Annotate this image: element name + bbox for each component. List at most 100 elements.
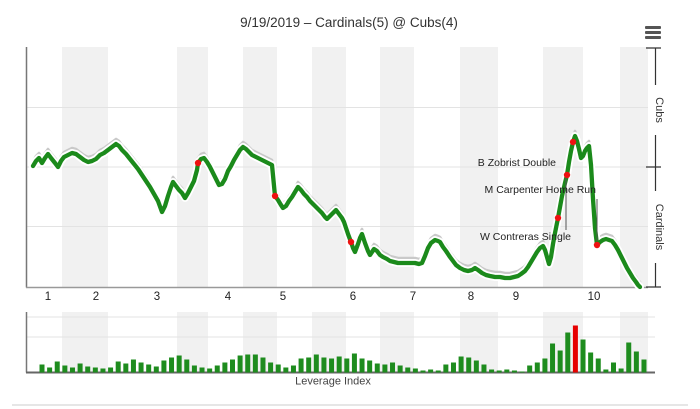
leverage-bar[interactable] (77, 363, 83, 373)
leverage-bar[interactable] (123, 363, 129, 373)
leverage-bar[interactable] (184, 359, 190, 373)
event-annotation-label: M Carpenter Home Run (485, 184, 597, 196)
leverage-bar[interactable] (550, 343, 556, 373)
leverage-bar[interactable] (443, 364, 449, 373)
leverage-bar[interactable] (588, 352, 594, 373)
leverage-bar[interactable] (611, 362, 616, 373)
team-bracket-line (646, 47, 661, 288)
leverage-bar[interactable] (595, 358, 601, 373)
leverage-bar[interactable] (69, 367, 75, 373)
event-marker-dot[interactable] (194, 159, 202, 167)
leverage-bar[interactable] (169, 357, 175, 373)
leverage-bar[interactable] (633, 351, 639, 373)
leverage-bar[interactable] (473, 360, 479, 373)
event-marker-dot[interactable] (569, 138, 577, 146)
leverage-bar[interactable] (519, 371, 525, 373)
leverage-bar[interactable] (252, 354, 258, 373)
event-marker-dot[interactable] (554, 214, 562, 222)
event-marker-dot[interactable] (347, 238, 355, 246)
leverage-bar[interactable] (275, 364, 281, 373)
team-label-cardinals: Cardinals (653, 204, 665, 251)
leverage-bar[interactable] (534, 362, 540, 373)
leverage-bar[interactable] (298, 358, 304, 373)
leverage-bar[interactable] (290, 365, 296, 373)
leverage-bar[interactable] (626, 342, 632, 373)
leverage-bar[interactable] (100, 368, 106, 373)
leverage-bar[interactable] (489, 369, 495, 373)
leverage-bar[interactable] (435, 370, 441, 373)
inning-band (62, 312, 108, 373)
leverage-bar[interactable] (466, 357, 472, 373)
leverage-bar[interactable] (146, 364, 152, 373)
leverage-bar[interactable] (153, 366, 159, 373)
leverage-bar[interactable] (496, 370, 502, 373)
leverage-bar[interactable] (351, 353, 357, 373)
leverage-bar[interactable] (176, 355, 182, 373)
leverage-bar[interactable] (420, 370, 426, 373)
leverage-bar[interactable] (481, 364, 487, 373)
leverage-bar[interactable] (62, 365, 68, 373)
leverage-bar[interactable] (405, 367, 411, 373)
leverage-bar[interactable] (237, 355, 243, 373)
leverage-bar[interactable] (450, 362, 456, 373)
leverage-bar[interactable] (603, 369, 609, 373)
leverage-bar[interactable] (260, 357, 266, 373)
leverage-bar[interactable] (390, 362, 396, 373)
leverage-bar[interactable] (367, 360, 373, 373)
leverage-bar[interactable] (527, 365, 533, 373)
event-annotation-label: B Zobrist Double (478, 157, 556, 169)
leverage-bar[interactable] (580, 339, 586, 373)
leverage-bar[interactable] (268, 362, 274, 373)
leverage-bar[interactable] (428, 369, 434, 373)
leverage-bar[interactable] (313, 354, 319, 373)
leverage-bar[interactable] (207, 368, 213, 373)
leverage-bar[interactable] (214, 365, 220, 373)
inning-band (177, 312, 208, 373)
event-marker-dot[interactable] (271, 192, 279, 200)
leverage-bar[interactable] (458, 356, 464, 373)
leverage-bar[interactable] (130, 359, 136, 373)
leverage-bar[interactable] (283, 367, 289, 373)
leverage-bar[interactable] (359, 358, 365, 373)
team-label-cubs: Cubs (653, 97, 665, 123)
leverage-bar[interactable] (108, 367, 114, 373)
leverage-bar[interactable] (618, 368, 624, 373)
event-markers-layer (194, 138, 601, 249)
leverage-bar[interactable] (54, 361, 60, 373)
leverage-bar[interactable] (397, 365, 403, 373)
event-marker-dot[interactable] (563, 171, 571, 179)
leverage-bar[interactable] (222, 362, 228, 373)
inning-label: 10 (588, 291, 601, 303)
leverage-bar-highlight[interactable] (572, 325, 578, 373)
leverage-bar[interactable] (504, 369, 510, 373)
leverage-bar[interactable] (565, 332, 571, 373)
event-marker-dot[interactable] (593, 241, 601, 249)
leverage-bar[interactable] (336, 356, 342, 373)
inning-label: 9 (513, 291, 519, 303)
export-menu-button[interactable] (641, 22, 665, 44)
leverage-bar[interactable] (115, 361, 121, 373)
leverage-bar[interactable] (39, 364, 45, 373)
event-annotations-layer: B Zobrist Double M Carpenter Home Run W Co… (478, 157, 598, 243)
leverage-bar[interactable] (542, 358, 548, 373)
leverage-bar[interactable] (412, 368, 418, 373)
leverage-bar[interactable] (47, 367, 53, 373)
leverage-bar[interactable] (230, 359, 235, 373)
leverage-bar[interactable] (329, 358, 335, 373)
leverage-bar[interactable] (382, 364, 388, 373)
leverage-bar[interactable] (374, 363, 380, 373)
leverage-bar[interactable] (161, 360, 167, 373)
leverage-bar[interactable] (557, 350, 563, 373)
leverage-bar[interactable] (92, 367, 98, 373)
leverage-bar[interactable] (191, 365, 197, 373)
inning-label: 7 (410, 291, 416, 303)
leverage-bar[interactable] (85, 366, 91, 373)
leverage-bar[interactable] (199, 367, 205, 373)
leverage-bar[interactable] (138, 362, 144, 373)
leverage-bar[interactable] (321, 357, 327, 373)
leverage-bar[interactable] (641, 359, 647, 373)
leverage-bar[interactable] (344, 358, 350, 373)
leverage-bar[interactable] (245, 354, 251, 373)
leverage-bar[interactable] (511, 370, 517, 373)
leverage-bar[interactable] (306, 357, 312, 373)
